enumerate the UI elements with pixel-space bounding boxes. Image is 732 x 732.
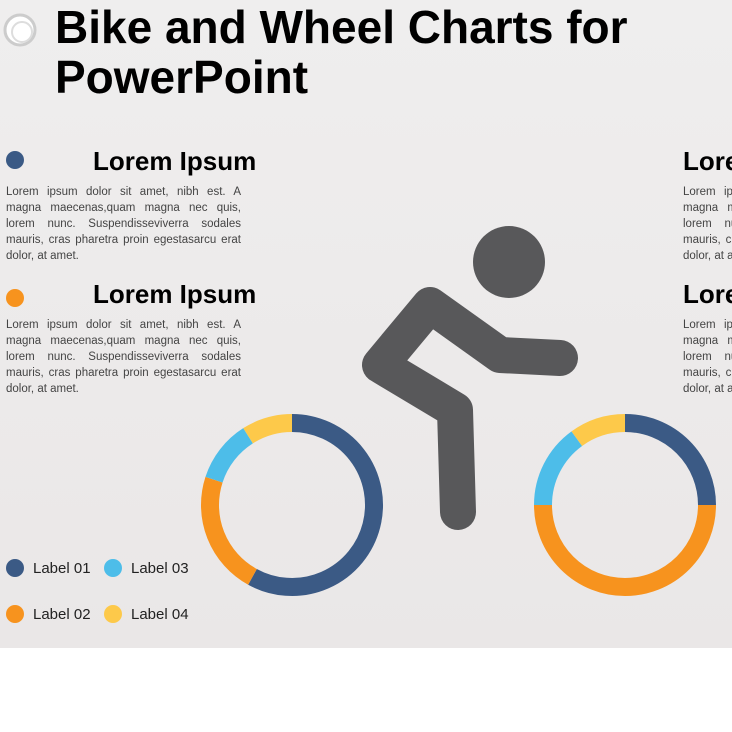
legend-swatch <box>6 559 24 577</box>
section-text: Lorem ipsum dolor sit amet, nibh est. A … <box>6 319 241 395</box>
legend-label: Label 03 <box>131 560 189 577</box>
donut-segment <box>571 414 626 447</box>
bullet <box>6 151 24 169</box>
section-heading: Lorem Ipsum <box>683 146 732 176</box>
donut-segment <box>243 414 293 444</box>
slide: Label 01 Label 02 Label 03 Label 04 Bike an… <box>0 0 732 648</box>
graphics: Label 01 Label 02 Label 03 Label 04 <box>3 13 716 623</box>
legend-swatch <box>104 559 122 577</box>
section-text: Lorem ipsum dolor sit amet, nibh est. A … <box>6 186 241 262</box>
legend-label: Label 02 <box>33 606 91 623</box>
title-icon <box>3 13 37 47</box>
donut-segment <box>624 414 716 506</box>
legend-swatch <box>6 605 24 623</box>
legend-label: Label 01 <box>33 560 91 577</box>
legend-label: Label 04 <box>131 606 189 623</box>
cyclist <box>362 287 578 530</box>
donut-segment <box>205 428 254 483</box>
cyclist-head <box>473 226 545 298</box>
donut-segment <box>534 431 583 506</box>
donut-segment <box>201 476 258 585</box>
section-heading: Lorem Ipsum <box>93 279 257 309</box>
title-icon-inner <box>11 21 33 43</box>
donut-segment <box>248 414 383 596</box>
section-heading: Lorem Ipsum <box>93 146 257 176</box>
section-text: Lorem ipsum dolor sit amet, nibh est. A … <box>683 319 732 395</box>
title: Bike and Wheel Charts for PowerPoint <box>55 1 628 103</box>
section-text: Lorem ipsum dolor sit amet, nibh est. A … <box>683 186 732 262</box>
section-heading: Lorem Ipsum <box>683 279 732 309</box>
legend-swatch <box>104 605 122 623</box>
bullet <box>6 289 24 307</box>
donut-segment <box>534 504 716 596</box>
